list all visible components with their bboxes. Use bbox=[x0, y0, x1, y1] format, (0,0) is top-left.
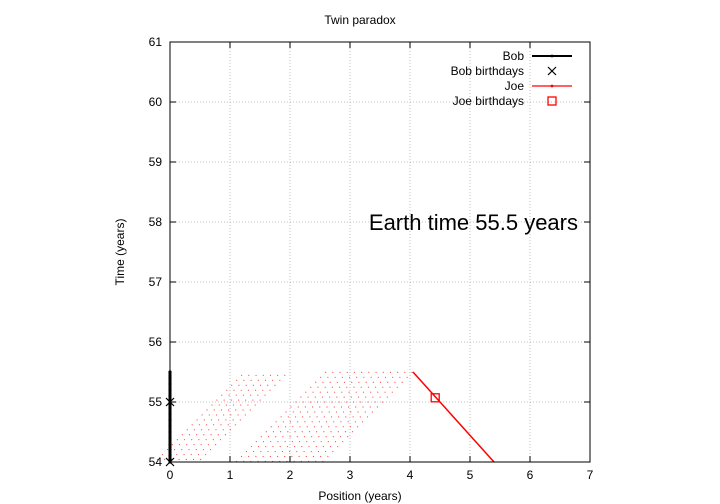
plot-frame bbox=[169, 41, 591, 463]
x-tick-label: 0 bbox=[167, 468, 174, 482]
earth-time-annotation: Earth time 55.5 years bbox=[369, 210, 578, 235]
y-tick-label: 59 bbox=[149, 155, 163, 169]
light-ray bbox=[293, 371, 384, 463]
legend-label: Bob bbox=[503, 49, 525, 63]
y-tick-label: 56 bbox=[149, 335, 163, 349]
joe-birthday-marker bbox=[430, 393, 440, 403]
light-ray bbox=[257, 371, 348, 463]
light-ray bbox=[278, 371, 370, 463]
x-tick-label: 6 bbox=[527, 468, 534, 482]
x-tick-label: 1 bbox=[227, 468, 234, 482]
x-tick-label: 3 bbox=[347, 468, 354, 482]
chart-title: Twin paradox bbox=[324, 13, 395, 27]
x-tick-label: 2 bbox=[287, 468, 294, 482]
y-tick-label: 61 bbox=[149, 35, 163, 49]
light-ray bbox=[235, 371, 327, 463]
series-joe-line bbox=[412, 371, 495, 463]
light-rays bbox=[154, 371, 413, 463]
x-axis-label: Position (years) bbox=[318, 489, 401, 503]
y-axis-label: Time (years) bbox=[113, 219, 127, 286]
light-ray bbox=[286, 371, 377, 463]
x-tick-label: 5 bbox=[467, 468, 474, 482]
x-tick-label: 4 bbox=[407, 468, 414, 482]
y-tick-label: 54 bbox=[149, 455, 163, 469]
light-ray bbox=[322, 371, 413, 463]
light-ray bbox=[250, 371, 341, 463]
legend-swatch-point bbox=[550, 84, 554, 88]
x-tick-label: 7 bbox=[587, 468, 594, 482]
y-tick-label: 60 bbox=[149, 95, 163, 109]
y-tick-label: 57 bbox=[149, 275, 163, 289]
light-ray bbox=[242, 371, 334, 463]
legend-label: Bob birthdays bbox=[451, 64, 524, 78]
light-ray bbox=[314, 371, 406, 463]
legend-swatch-square bbox=[547, 96, 557, 106]
legend-label: Joe bbox=[505, 79, 525, 93]
legend-label: Joe birthdays bbox=[453, 94, 524, 108]
legend-swatch-point bbox=[550, 54, 554, 58]
legend-swatch-cross bbox=[547, 66, 557, 76]
y-axis-ticks: 54 55 56 57 58 59 60 61 bbox=[149, 35, 590, 469]
x-axis-ticks: 0 1 2 3 4 5 6 7 bbox=[167, 42, 594, 482]
light-ray bbox=[264, 371, 356, 463]
y-tick-label: 55 bbox=[149, 395, 163, 409]
light-ray bbox=[300, 371, 392, 463]
light-ray bbox=[307, 371, 399, 463]
y-tick-label: 58 bbox=[149, 215, 163, 229]
light-ray bbox=[271, 371, 363, 463]
grid bbox=[170, 42, 590, 462]
